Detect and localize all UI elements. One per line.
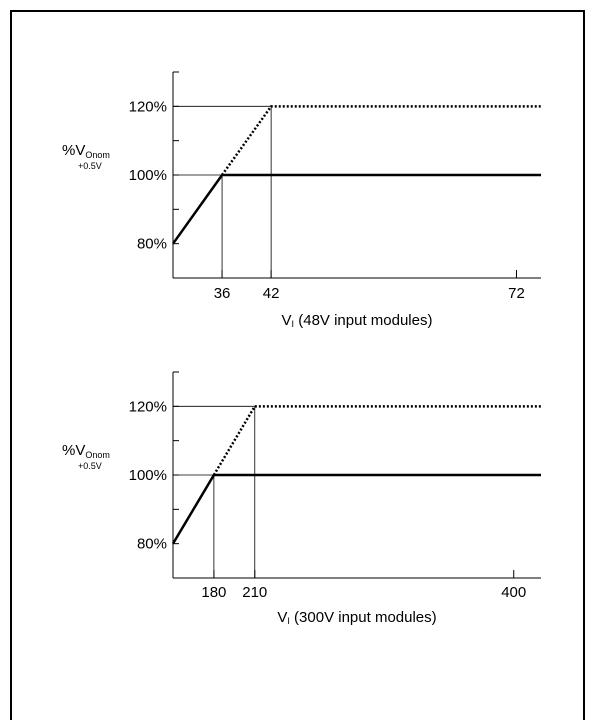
y-axis-label-offset: +0.5V <box>78 161 102 171</box>
y-tick-label: 80% <box>137 536 167 553</box>
y-tick-label: 120% <box>129 98 167 115</box>
x-axis-label: VI (300V input modules) <box>277 609 436 626</box>
chart-panel-1: 80% 100% 120% 36 42 72 %VOnom+0.5V VI (48V inpu… <box>62 71 541 329</box>
y-axis-label-offset: +0.5V <box>78 461 102 471</box>
series-line-solid <box>171 473 541 545</box>
x-tick-label: 36 <box>214 285 231 302</box>
x-tick-label: 42 <box>263 285 280 302</box>
y-axis-label: %VOnom <box>62 142 110 160</box>
x-axis-label: VI (48V input modules) <box>282 312 433 329</box>
series-line-solid <box>171 173 541 245</box>
x-tick-label: 210 <box>242 584 267 601</box>
y-tick-label: 100% <box>129 467 167 484</box>
x-tick-label: 400 <box>501 584 526 601</box>
y-axis-label: %VOnom <box>62 442 110 460</box>
y-tick-label: 80% <box>137 236 167 253</box>
chart-panel-2: 80% 100% 120% 180 210 400 %VOnom+0.5V VI (300V … <box>62 371 541 626</box>
x-tick-label: 72 <box>508 285 525 302</box>
series-line-dotted <box>212 405 541 476</box>
figure-frame <box>10 10 585 720</box>
y-tick-label: 120% <box>129 398 167 415</box>
y-tick-label: 100% <box>129 167 167 184</box>
x-tick-label: 180 <box>201 584 226 601</box>
series-line-dotted <box>221 105 541 176</box>
